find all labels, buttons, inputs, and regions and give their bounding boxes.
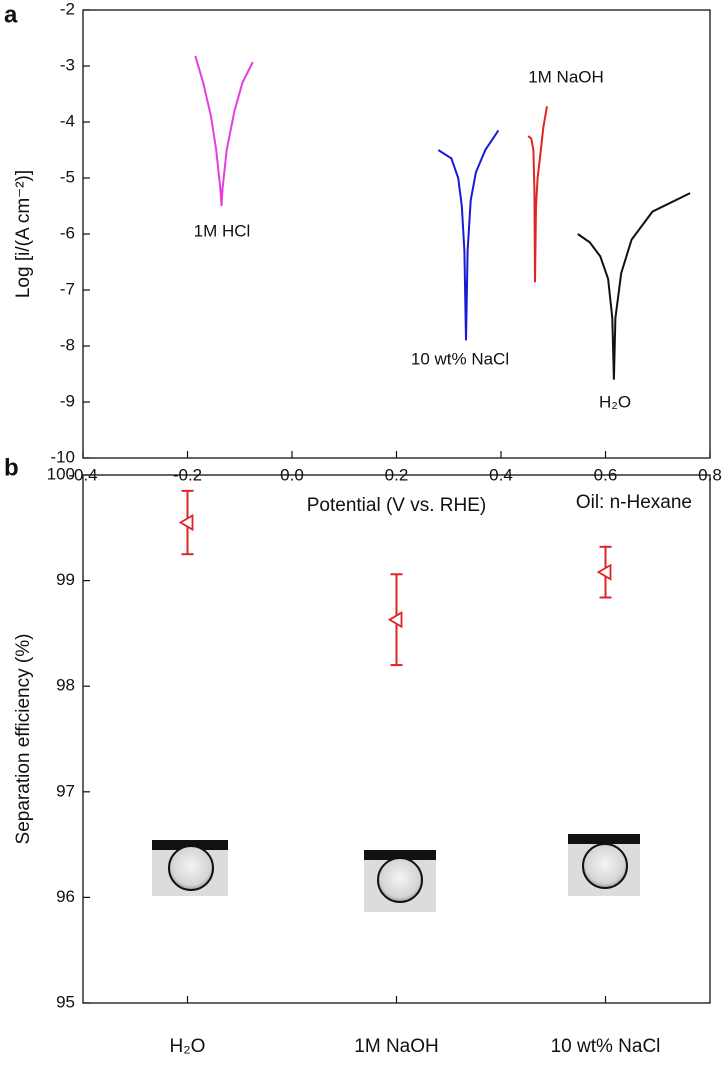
panel-label: a — [4, 1, 18, 28]
x-tick-label: 10 wt% NaCl — [551, 1036, 661, 1057]
curve-label: 10 wt% NaCl — [411, 349, 509, 368]
marker — [178, 513, 194, 532]
droplet-inset — [152, 840, 228, 896]
plot-frame — [82, 474, 711, 1004]
curve-label: H₂O — [599, 392, 631, 411]
curve — [527, 106, 548, 283]
plot-frame — [82, 9, 711, 459]
y-tick-label: -6 — [60, 223, 75, 242]
y-tick-label: 97 — [56, 781, 75, 800]
curve — [437, 129, 500, 341]
droplet-inset — [568, 834, 640, 896]
x-axis-title: Potential (V vs. RHE) — [307, 495, 487, 516]
y-tick-label: 99 — [56, 570, 75, 589]
y-axis-title: Log [i/(A cm⁻²)] — [13, 170, 34, 298]
marker — [387, 611, 403, 629]
x-tick-label: H₂O — [170, 1036, 206, 1057]
y-tick-label: -2 — [60, 0, 75, 18]
y-tick-label: -10 — [50, 447, 75, 466]
marker — [596, 563, 612, 581]
annotation: Oil: n-Hexane — [576, 492, 692, 513]
y-tick-label: 96 — [56, 887, 75, 906]
curve — [194, 55, 254, 207]
y-tick-label: -3 — [60, 55, 75, 74]
y-tick-label: -8 — [60, 335, 75, 354]
y-tick-label: -7 — [60, 279, 75, 298]
y-tick-label: -5 — [60, 167, 75, 186]
droplet-inset — [364, 850, 436, 912]
y-tick-label: -9 — [60, 391, 75, 410]
curve-label: 1M HCl — [194, 221, 251, 240]
y-tick-label: -4 — [60, 111, 75, 130]
x-tick-label: 1M NaOH — [354, 1036, 438, 1057]
curve — [577, 192, 691, 380]
panel-label: b — [4, 454, 19, 481]
y-axis-title: Separation efficiency (%) — [13, 634, 34, 845]
y-tick-label: 98 — [56, 676, 75, 695]
curve-label: 1M NaOH — [528, 67, 604, 86]
y-tick-label: 100 — [47, 464, 75, 483]
y-tick-label: 95 — [56, 992, 75, 1011]
